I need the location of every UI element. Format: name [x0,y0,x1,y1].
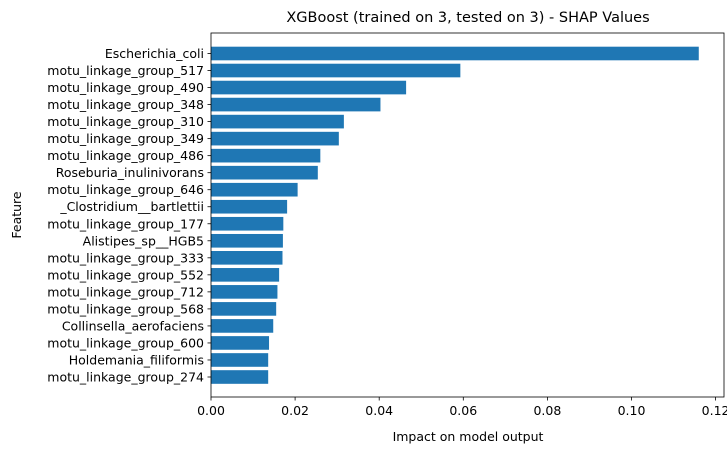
x-axis-label: Impact on model output [393,429,544,444]
y-tick-label: motu_linkage_group_568 [47,301,204,316]
plot-frame [210,32,725,398]
y-tick-label: motu_linkage_group_712 [47,284,204,299]
y-tick-label: motu_linkage_group_349 [47,131,204,146]
bar [211,251,283,265]
bar [211,285,278,299]
x-tick-label: 0.00 [197,403,225,418]
y-tick-label: motu_linkage_group_310 [47,114,204,129]
bar [211,97,381,112]
x-axis-ticks: 0.00 0.02 0.04 0.06 0.08 0.10 0.12 [197,397,727,418]
bar [211,63,461,78]
bar [211,216,284,231]
y-tick-label: Roseburia_inulinivorans [56,165,204,180]
y-tick-label: Escherichia_coli [105,46,204,61]
y-tick-label: _Clostridium__bartlettii [59,199,204,214]
x-tick-label: 0.02 [281,403,309,418]
y-tick-label: motu_linkage_group_490 [47,80,204,95]
bar [211,319,274,333]
bar [211,268,280,282]
y-tick-label: motu_linkage_group_348 [47,97,204,112]
y-tick-label: Holdemania_filiformis [69,352,204,367]
y-tick-label: motu_linkage_group_486 [47,148,204,163]
chart-title: XGBoost (trained on 3, tested on 3) - SH… [286,10,649,26]
bars-group [211,46,699,384]
bar [211,148,321,163]
y-tick-label: motu_linkage_group_600 [47,335,204,350]
bar [211,131,339,146]
x-tick-label: 0.10 [618,403,646,418]
y-tick-label: Collinsella_aerofaciens [62,318,204,333]
bar [211,114,344,129]
x-tick-label: 0.12 [702,403,727,418]
bar [211,46,699,61]
x-tick-label: 0.08 [533,403,561,418]
bar [211,165,318,180]
y-tick-label: motu_linkage_group_177 [47,216,204,231]
bar [211,353,269,367]
bar [211,336,270,350]
bar [211,370,269,384]
x-tick-label: 0.06 [449,403,477,418]
y-tick-label: motu_linkage_group_646 [47,182,204,197]
bar [211,199,288,214]
y-tick-label: motu_linkage_group_552 [47,267,204,282]
y-tick-label: motu_linkage_group_333 [47,250,204,265]
bar [211,80,407,95]
y-axis-label: Feature [9,191,24,239]
y-tick-label: motu_linkage_group_517 [47,63,204,78]
y-tick-label: motu_linkage_group_274 [47,370,204,385]
bar [211,233,283,248]
bar [211,302,277,316]
y-axis-ticks: Escherichia_coli motu_linkage_group_517mo… [47,46,211,385]
x-tick-label: 0.04 [365,403,393,418]
y-tick-label: Alistipes_sp__HGB5 [83,233,204,248]
bar [211,182,298,197]
